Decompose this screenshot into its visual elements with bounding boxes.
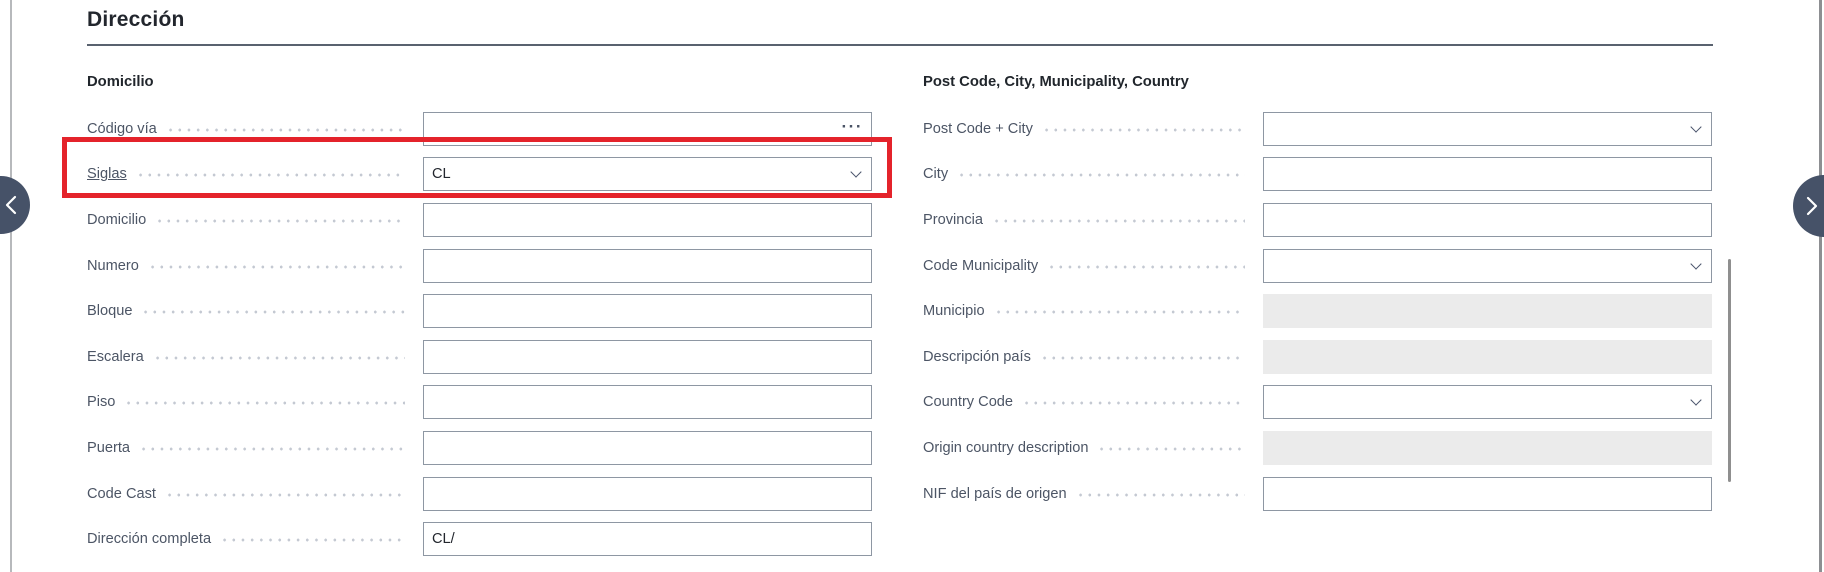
city-input[interactable]: [1263, 157, 1712, 192]
dotted-leader: [220, 538, 405, 543]
descripcion-pais-input-disabled: [1263, 339, 1712, 374]
dotted-leader: [1022, 401, 1245, 406]
dotted-leader: [1047, 264, 1245, 269]
section-title: Dirección: [87, 8, 185, 31]
assist-edit-icon[interactable]: ···: [841, 116, 863, 136]
field-row-origin-country-description: Origin country description: [923, 425, 1715, 471]
chevron-left-icon: [5, 195, 17, 215]
dotted-leader: [957, 173, 1245, 178]
field-row-city: City: [923, 152, 1715, 198]
group-title-domicilio: Domicilio: [87, 74, 154, 90]
vertical-scrollbar[interactable]: [1728, 259, 1731, 482]
domicilio-input[interactable]: [423, 202, 872, 237]
field-label: Escalera: [87, 348, 144, 365]
field-row-codigo-via: Código vía ···: [87, 106, 877, 152]
field-label: Piso: [87, 394, 116, 411]
nif-pais-origen-input[interactable]: [1263, 476, 1712, 511]
dotted-leader: [1041, 127, 1245, 132]
field-row-post-code-city: Post Code + City: [923, 106, 1715, 152]
field-label: Dirección completa: [87, 531, 212, 548]
field-row-siglas: Siglas: [87, 152, 877, 198]
field-row-code-municipality: Code Municipality: [923, 243, 1715, 289]
dotted-leader: [147, 264, 405, 269]
bloque-input[interactable]: [423, 294, 872, 329]
field-row-descripcion-pais: Descripción país: [923, 334, 1715, 380]
field-row-piso: Piso: [87, 380, 877, 426]
field-label: Country Code: [923, 394, 1014, 411]
siglas-combobox[interactable]: [423, 157, 872, 192]
direccion-completa-input[interactable]: [423, 522, 872, 557]
field-row-escalera: Escalera: [87, 334, 877, 380]
puerta-input[interactable]: [423, 430, 872, 465]
field-label: Numero: [87, 257, 139, 274]
field-label-siglas[interactable]: Siglas: [87, 166, 127, 183]
dotted-leader: [1039, 355, 1245, 360]
municipio-input-disabled: [1263, 294, 1712, 329]
field-row-domicilio: Domicilio: [87, 197, 877, 243]
post-code-city-combobox[interactable]: [1263, 111, 1712, 146]
escalera-input[interactable]: [423, 339, 872, 374]
field-label: Domicilio: [87, 211, 147, 228]
field-row-municipio: Municipio: [923, 288, 1715, 334]
field-label: Puerta: [87, 439, 130, 456]
scroll-right-button[interactable]: [1793, 175, 1824, 237]
field-row-provincia: Provincia: [923, 197, 1715, 243]
field-row-puerta: Puerta: [87, 425, 877, 471]
chevron-right-icon: [1806, 196, 1818, 216]
field-row-direccion-completa: Dirección completa: [87, 516, 877, 562]
field-row-nif-pais-origen: NIF del país de origen: [923, 471, 1715, 517]
piso-input[interactable]: [423, 385, 872, 420]
dotted-leader: [135, 173, 405, 178]
field-label: NIF del país de origen: [923, 485, 1067, 502]
dotted-leader: [124, 401, 405, 406]
field-row-code-cast: Code Cast: [87, 471, 877, 517]
dotted-leader: [155, 218, 405, 223]
field-label: Bloque: [87, 303, 133, 320]
provincia-input[interactable]: [1263, 202, 1712, 237]
group-title-postcode-city: Post Code, City, Municipality, Country: [923, 74, 1189, 90]
field-label: Provincia: [923, 211, 984, 228]
section-divider: [87, 44, 1713, 46]
field-label: Código vía: [87, 120, 157, 137]
codigo-via-input[interactable]: [423, 111, 872, 146]
dotted-leader: [165, 127, 405, 132]
field-label: City: [923, 166, 949, 183]
field-label: Post Code + City: [923, 120, 1033, 137]
dotted-leader: [992, 218, 1245, 223]
dotted-leader: [1075, 492, 1245, 497]
code-municipality-combobox[interactable]: [1263, 248, 1712, 283]
numero-input[interactable]: [423, 248, 872, 283]
origin-country-description-input-disabled: [1263, 430, 1712, 465]
left-field-column: Código vía ··· Siglas Domicilio Numero B…: [87, 106, 877, 562]
field-row-bloque: Bloque: [87, 288, 877, 334]
field-row-country-code: Country Code: [923, 380, 1715, 426]
dotted-leader: [1097, 446, 1245, 451]
field-label: Descripción país: [923, 348, 1031, 365]
code-cast-input[interactable]: [423, 476, 872, 511]
right-field-column: Post Code + City City Provincia Code Mun…: [923, 106, 1715, 516]
dotted-leader: [993, 310, 1245, 315]
field-label: Code Cast: [87, 485, 156, 502]
field-row-numero: Numero: [87, 243, 877, 289]
scroll-left-button[interactable]: [0, 176, 30, 234]
field-label: Origin country description: [923, 439, 1089, 456]
field-label: Municipio: [923, 303, 985, 320]
dotted-leader: [164, 492, 405, 497]
dotted-leader: [139, 446, 405, 451]
left-pane-divider: [10, 0, 12, 572]
field-label: Code Municipality: [923, 257, 1039, 274]
right-pane-divider: [1819, 0, 1822, 572]
country-code-combobox[interactable]: [1263, 385, 1712, 420]
dotted-leader: [141, 310, 405, 315]
dotted-leader: [152, 355, 405, 360]
